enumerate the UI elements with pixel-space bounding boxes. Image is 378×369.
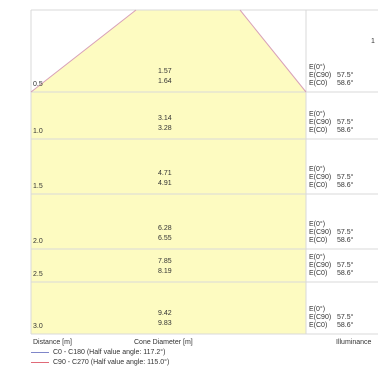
distance-value: 2.0	[33, 238, 43, 245]
illuminance-ec0: E(C0)	[309, 80, 328, 87]
top-right-mark: 1	[371, 38, 375, 45]
angle-c90: 57.5°	[337, 262, 354, 269]
illuminance-e0: E(0°)	[309, 254, 326, 261]
cone-diameter-label: Cone Diameter [m]	[134, 339, 193, 346]
legend-line-c90	[31, 362, 49, 363]
cone-outline	[30, 9, 307, 93]
cone-diameter-c90: 9.83	[158, 320, 172, 327]
illuminance-e0: E(0°)	[309, 221, 326, 228]
distance-value: 1.5	[33, 183, 43, 190]
cone-body	[31, 92, 306, 334]
angle-c0: 58.6°	[337, 80, 354, 87]
distance-value: 2.5	[33, 271, 43, 278]
angle-c0: 58.6°	[337, 270, 354, 277]
illuminance-label: Illuminance	[336, 339, 372, 346]
illuminance-ec90: E(C90)	[309, 314, 332, 321]
cone-diameter-c0: 6.28	[158, 225, 172, 232]
cone-diameter-c0: 1.57	[158, 68, 172, 75]
distance-value: 1.0	[33, 128, 43, 135]
illuminance-ec90: E(C90)	[309, 229, 332, 236]
cone-diameter-c90: 1.64	[158, 78, 172, 85]
illuminance-ec90: E(C90)	[309, 72, 332, 79]
cone-diameter-c0: 4.71	[158, 170, 172, 177]
angle-c90: 57.5°	[337, 72, 354, 79]
cone-diameter-c90: 3.28	[158, 125, 172, 132]
cone-diameter-c0: 7.85	[158, 258, 172, 265]
angle-c0: 58.6°	[337, 127, 354, 134]
legend-line-c0	[31, 352, 49, 353]
grid-lines	[30, 9, 378, 335]
cone-triangle	[31, 10, 306, 92]
illuminance-e0: E(0°)	[309, 166, 326, 173]
illuminance-e0: E(0°)	[309, 111, 326, 118]
cone-diameter-c0: 3.14	[158, 115, 172, 122]
angle-c90: 57.5°	[337, 174, 354, 181]
distance-value: 3.0	[33, 323, 43, 330]
cone-right-edge	[239, 9, 307, 93]
cone-fill-area	[31, 10, 306, 334]
illuminance-e0: E(0°)	[309, 64, 326, 71]
distance-value: 0.5	[33, 81, 43, 88]
legend-label-c0: C0 - C180 (Half value angle: 117.2°)	[53, 349, 166, 356]
distance-axis-label: Distance [m]	[33, 339, 72, 346]
illuminance-ec0: E(C0)	[309, 182, 328, 189]
illuminance-e0: E(0°)	[309, 306, 326, 313]
angle-c0: 58.6°	[337, 322, 354, 329]
illuminance-ec90: E(C90)	[309, 262, 332, 269]
illuminance-ec90: E(C90)	[309, 174, 332, 181]
angle-c0: 58.6°	[337, 237, 354, 244]
illuminance-ec0: E(C0)	[309, 322, 328, 329]
cone-diameter-c90: 8.19	[158, 268, 172, 275]
angle-c0: 58.6°	[337, 182, 354, 189]
illuminance-ec90: E(C90)	[309, 119, 332, 126]
cone-left-edge	[30, 9, 137, 93]
angle-c90: 57.5°	[337, 314, 354, 321]
illuminance-ec0: E(C0)	[309, 270, 328, 277]
cone-diameter-c90: 6.55	[158, 235, 172, 242]
legend-label-c90: C90 - C270 (Half value angle: 115.0°)	[53, 359, 170, 366]
illuminance-ec0: E(C0)	[309, 237, 328, 244]
illuminance-ec0: E(C0)	[309, 127, 328, 134]
cone-diameter-c0: 9.42	[158, 310, 172, 317]
angle-c90: 57.5°	[337, 229, 354, 236]
angle-c90: 57.5°	[337, 119, 354, 126]
cone-diameter-c90: 4.91	[158, 180, 172, 187]
